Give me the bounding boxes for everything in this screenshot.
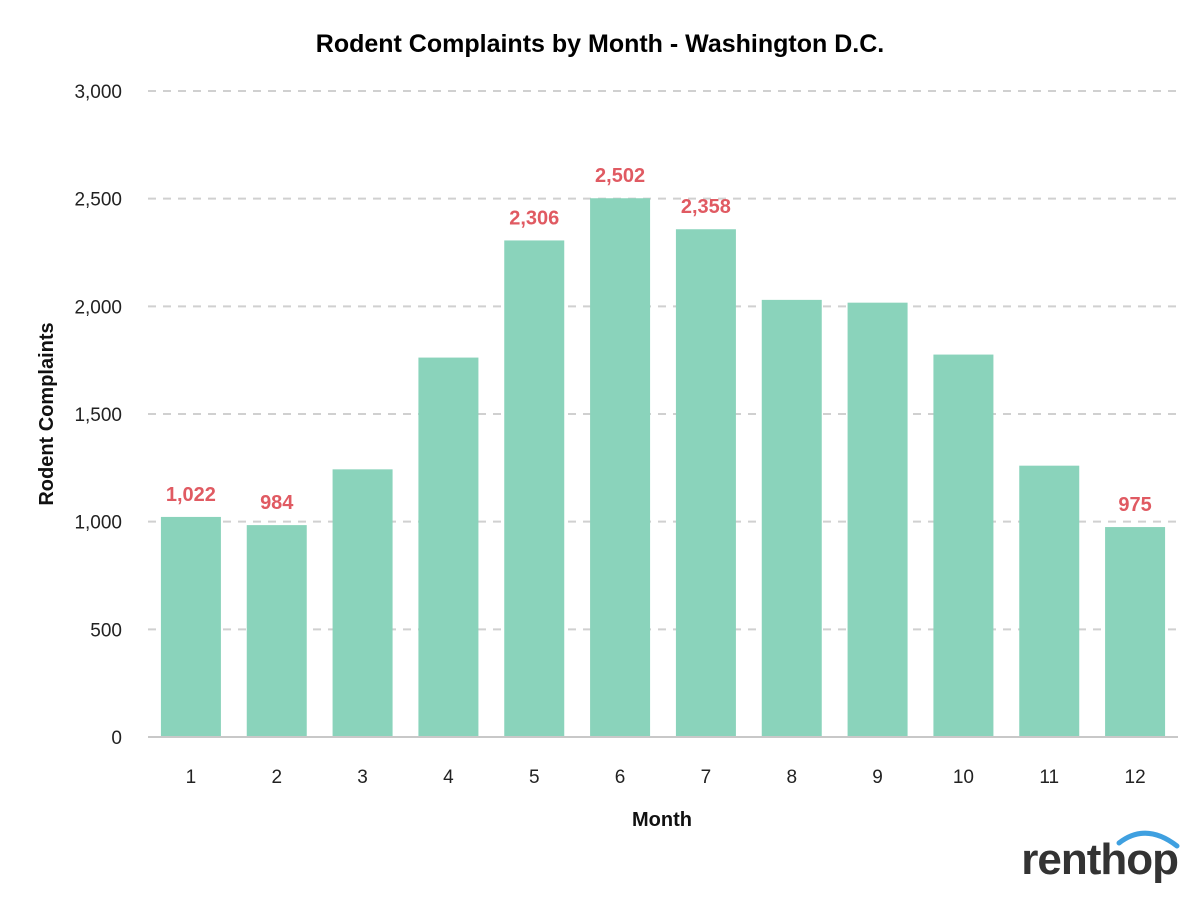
bar-month-7	[675, 229, 736, 737]
x-tick-label: 12	[1125, 767, 1146, 788]
x-axis-label: Month	[632, 809, 692, 831]
data-labels: 1,022 984 2,306 2,502 2,358 975	[166, 165, 1152, 516]
bar-month-8	[761, 299, 822, 737]
y-tick-label: 1,000	[74, 513, 122, 534]
bar-month-1	[160, 516, 221, 737]
y-tick-label: 0	[111, 728, 122, 749]
data-label-month-7: 2,358	[681, 196, 731, 218]
x-tick-label: 9	[872, 767, 883, 788]
bar-month-4	[418, 357, 479, 737]
y-tick-label: 2,500	[74, 190, 122, 211]
data-label-month-12: 975	[1118, 494, 1151, 516]
x-tick-label: 5	[529, 767, 540, 788]
x-tick-label: 11	[1039, 767, 1059, 788]
data-label-month-1: 1,022	[166, 484, 216, 506]
logo-arc-icon	[1116, 830, 1180, 849]
chart-title: Rodent Complaints by Month - Washington …	[316, 30, 884, 58]
bar-month-5	[504, 240, 565, 737]
bar-month-11	[1019, 465, 1080, 737]
x-tick-label: 1	[186, 767, 197, 788]
y-axis-ticks: 0 500 1,000 1,500 2,000 2,500 3,000	[74, 82, 122, 749]
bar-month-9	[847, 302, 908, 737]
bar-month-10	[933, 354, 994, 737]
y-tick-label: 1,500	[74, 405, 122, 426]
y-axis-label: Rodent Complaints	[36, 322, 58, 505]
gridlines	[148, 90, 1178, 631]
bar-month-3	[332, 469, 393, 737]
bars	[160, 198, 1166, 738]
data-label-month-5: 2,306	[509, 207, 559, 229]
x-tick-label: 10	[953, 767, 974, 788]
data-label-month-6: 2,502	[595, 165, 645, 187]
x-tick-label: 4	[443, 767, 454, 788]
bar-month-2	[246, 525, 307, 737]
y-tick-label: 3,000	[74, 82, 122, 103]
y-tick-label: 500	[90, 620, 122, 641]
x-axis-ticks: 1 2 3 4 5 6 7 8 9 10 11 12	[186, 767, 1146, 788]
x-tick-label: 2	[271, 767, 282, 788]
bar-month-12	[1105, 527, 1166, 737]
x-tick-label: 3	[357, 767, 368, 788]
logo-text: renthop	[1021, 835, 1178, 884]
renthop-logo: renthop	[1021, 830, 1180, 884]
x-tick-label: 8	[786, 767, 797, 788]
x-tick-label: 6	[615, 767, 626, 788]
data-label-month-2: 984	[260, 492, 294, 514]
x-tick-label: 7	[701, 767, 712, 788]
bar-month-6	[590, 198, 651, 738]
y-tick-label: 2,000	[74, 297, 122, 318]
